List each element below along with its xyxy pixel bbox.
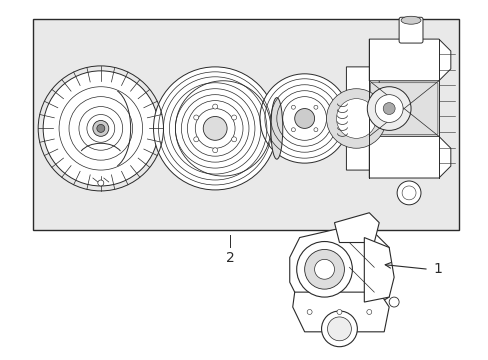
- Circle shape: [327, 317, 351, 341]
- Ellipse shape: [400, 16, 420, 24]
- Circle shape: [383, 103, 394, 114]
- Circle shape: [374, 95, 402, 122]
- Polygon shape: [364, 238, 393, 302]
- Polygon shape: [33, 19, 458, 230]
- Circle shape: [304, 249, 344, 289]
- Circle shape: [326, 89, 386, 148]
- Circle shape: [98, 180, 103, 186]
- FancyBboxPatch shape: [369, 83, 437, 134]
- Ellipse shape: [270, 98, 282, 159]
- Circle shape: [153, 67, 276, 190]
- Polygon shape: [368, 136, 450, 178]
- Circle shape: [306, 310, 311, 314]
- Polygon shape: [289, 223, 388, 312]
- Circle shape: [313, 105, 317, 109]
- Circle shape: [203, 117, 226, 140]
- Circle shape: [313, 128, 317, 132]
- Circle shape: [336, 99, 375, 138]
- Circle shape: [366, 87, 410, 130]
- Circle shape: [296, 242, 352, 297]
- Circle shape: [291, 105, 295, 109]
- Circle shape: [93, 121, 108, 136]
- Text: 1: 1: [433, 262, 442, 276]
- Circle shape: [260, 74, 349, 163]
- Text: 2: 2: [225, 251, 234, 265]
- Circle shape: [231, 137, 236, 142]
- Circle shape: [97, 125, 104, 132]
- Circle shape: [321, 311, 357, 347]
- Circle shape: [314, 260, 334, 279]
- Circle shape: [212, 148, 217, 153]
- Polygon shape: [346, 67, 379, 170]
- Circle shape: [396, 181, 420, 205]
- Polygon shape: [334, 213, 379, 243]
- FancyBboxPatch shape: [398, 17, 422, 43]
- Circle shape: [43, 71, 158, 186]
- Circle shape: [291, 128, 295, 132]
- Circle shape: [231, 115, 236, 120]
- Circle shape: [366, 310, 371, 314]
- Polygon shape: [368, 39, 450, 81]
- Circle shape: [193, 137, 198, 142]
- Circle shape: [212, 104, 217, 109]
- Polygon shape: [292, 292, 388, 332]
- Circle shape: [294, 109, 314, 129]
- Circle shape: [336, 310, 341, 314]
- Circle shape: [193, 115, 198, 120]
- Circle shape: [388, 297, 398, 307]
